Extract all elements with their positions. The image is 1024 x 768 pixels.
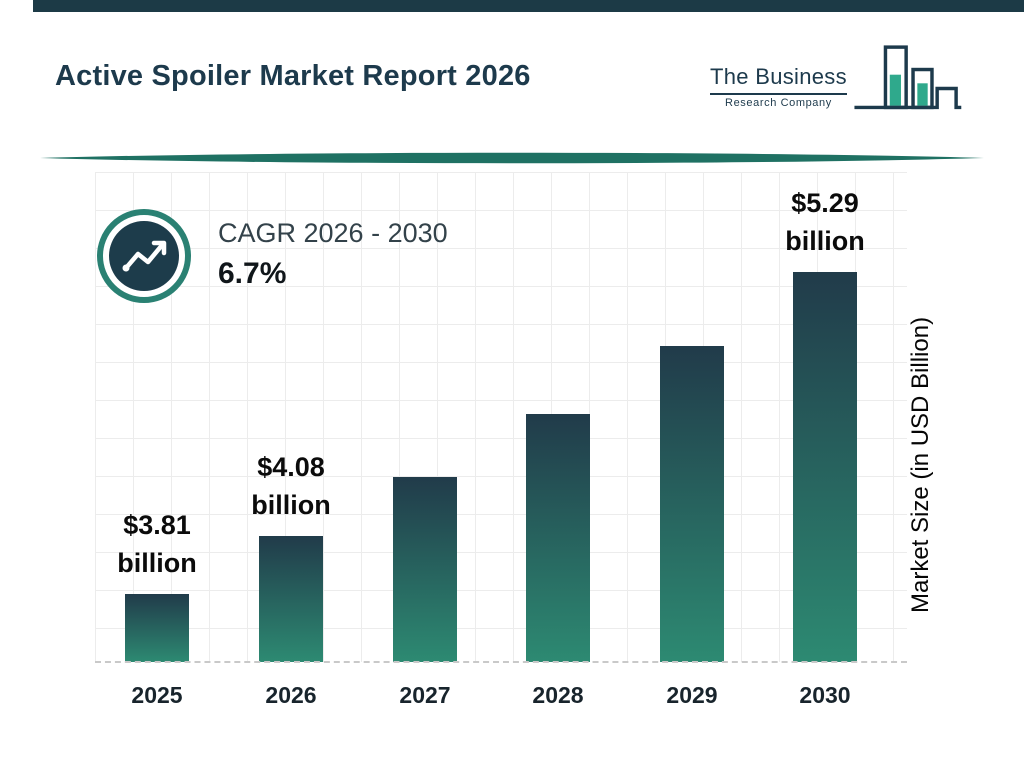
x-axis-label-2025: 2025: [131, 682, 183, 708]
top-accent-bar: [33, 0, 1024, 12]
logo-subtitle: Research Company: [725, 97, 832, 109]
logo-text: The Business Research Company: [710, 64, 847, 109]
logo-name: The Business: [710, 64, 847, 95]
x-axis-baseline: [95, 661, 907, 663]
bar-value-label-2025: $3.81 billion: [117, 510, 197, 578]
bar-2028: [526, 414, 590, 662]
cagr-label: CAGR 2026 - 2030: [218, 218, 448, 248]
x-axis-label-2030: 2030: [799, 682, 851, 708]
cagr-badge: CAGR 2026 - 2030 6.7%: [96, 208, 448, 304]
company-logo: The Business Research Company: [710, 38, 963, 120]
bar-2027: [393, 477, 457, 662]
y-axis-label: Market Size (in USD Billion): [907, 316, 934, 614]
chart-gridlines: [95, 172, 907, 662]
x-axis-label-2029: 2029: [666, 682, 718, 708]
bar-2030: [793, 272, 857, 662]
bar-2029: [660, 346, 724, 662]
x-axis-label-2027: 2027: [399, 682, 451, 708]
x-axis-label-2026: 2026: [265, 682, 317, 708]
trending-up-icon: [97, 209, 191, 303]
bar-2025: [125, 594, 189, 662]
page-title: Active Spoiler Market Report 2026: [55, 60, 531, 92]
bar-value-label-2030: $5.29 billion: [785, 188, 865, 256]
cagr-value: 6.7%: [218, 257, 287, 290]
cagr-text: CAGR 2026 - 2030 6.7%: [218, 208, 448, 291]
logo-bars-icon: [854, 45, 962, 110]
header-divider: [40, 152, 984, 164]
x-axis-label-2028: 2028: [532, 682, 584, 708]
bar-value-label-2026: $4.08 billion: [251, 452, 331, 520]
bar-2026: [259, 536, 323, 662]
